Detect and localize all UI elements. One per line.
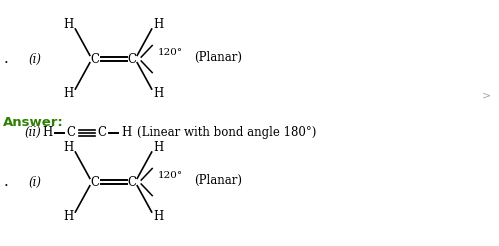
Text: H: H: [121, 126, 131, 139]
Text: C: C: [67, 126, 76, 139]
Text: C: C: [90, 176, 99, 188]
Text: (Planar): (Planar): [195, 174, 243, 187]
Text: H: H: [153, 18, 163, 31]
Text: H: H: [153, 210, 163, 223]
Text: >: >: [482, 91, 491, 101]
Text: .: .: [3, 52, 8, 66]
Text: C: C: [90, 53, 99, 65]
Text: H: H: [64, 210, 74, 223]
Text: C: C: [128, 176, 137, 188]
Text: 120°: 120°: [158, 171, 183, 180]
Text: C: C: [98, 126, 107, 139]
Text: H: H: [153, 87, 163, 100]
Text: .: .: [3, 175, 8, 189]
Text: (i): (i): [28, 53, 41, 65]
Text: Answer:: Answer:: [2, 117, 63, 129]
Text: 120°: 120°: [158, 48, 183, 57]
Text: C: C: [128, 53, 137, 65]
Text: H: H: [153, 141, 163, 154]
Text: H: H: [64, 141, 74, 154]
Text: H: H: [42, 126, 52, 139]
Text: H: H: [64, 18, 74, 31]
Text: (i): (i): [28, 176, 41, 188]
Text: (ii): (ii): [24, 126, 41, 139]
Text: (Planar): (Planar): [195, 51, 243, 64]
Text: (Linear with bond angle 180°): (Linear with bond angle 180°): [137, 126, 316, 139]
Text: H: H: [64, 87, 74, 100]
